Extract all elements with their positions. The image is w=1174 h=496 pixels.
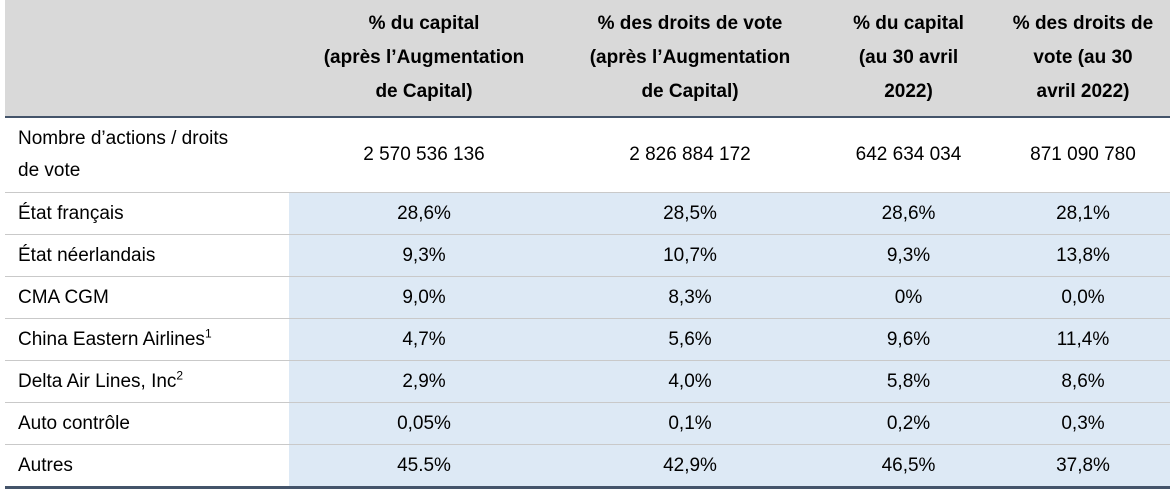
table-cell: 13,8%: [996, 234, 1170, 277]
row-label: État néerlandais: [5, 234, 289, 277]
table-body: Nombre d’actions / droits de vote 2 570 …: [5, 117, 1170, 489]
table-cell: 9,3%: [289, 234, 559, 277]
row-label: China Eastern Airlines1: [5, 318, 289, 361]
row-label-text: Autres: [18, 454, 73, 476]
header-line: vote (au 30: [1033, 47, 1133, 68]
table-cell: 28,6%: [289, 192, 559, 235]
row-label: Autres: [5, 444, 289, 489]
row-label-text: État français: [18, 202, 124, 224]
table-cell: 5,8%: [821, 360, 996, 403]
table-cell: 5,6%: [559, 318, 821, 361]
header-line: % des droits de: [1012, 13, 1154, 34]
header-line: avril 2022): [1036, 81, 1130, 102]
header-votes-after: % des droits de vote (après l’Augmentati…: [559, 0, 821, 118]
header-line: de Capital): [375, 81, 473, 102]
table-cell: 10,7%: [559, 234, 821, 277]
row-label: CMA CGM: [5, 276, 289, 319]
table-cell: 2 826 884 172: [559, 117, 821, 193]
table-cell: 45.5%: [289, 444, 559, 489]
header-line: % des droits de vote: [597, 13, 783, 34]
row-label: Delta Air Lines, Inc2: [5, 360, 289, 403]
row-label-text: CMA CGM: [18, 286, 109, 308]
table-row-shares: Nombre d’actions / droits de vote 2 570 …: [5, 117, 1170, 193]
header-line: (après l’Augmentation: [323, 47, 525, 68]
header-row: % du capital (après l’Augmentation de Ca…: [5, 0, 1170, 118]
row-label-line: de vote: [18, 160, 81, 181]
header-line: (après l’Augmentation: [589, 47, 791, 68]
table-cell: 4,0%: [559, 360, 821, 403]
table-row: Auto contrôle 0,05% 0,1% 0,2% 0,3%: [5, 402, 1170, 445]
table-cell: 642 634 034: [821, 117, 996, 193]
table-cell: 0,0%: [996, 276, 1170, 319]
table-cell: 28,6%: [821, 192, 996, 235]
table-cell: 0%: [821, 276, 996, 319]
table-cell: 9,0%: [289, 276, 559, 319]
table-cell: 9,6%: [821, 318, 996, 361]
table-cell: 4,7%: [289, 318, 559, 361]
row-label-text: État néerlandais: [18, 244, 156, 266]
header-line: de Capital): [641, 81, 739, 102]
header-capital-after: % du capital (après l’Augmentation de Ca…: [289, 0, 559, 118]
row-label: Auto contrôle: [5, 402, 289, 445]
table-cell: 37,8%: [996, 444, 1170, 489]
table-row: État néerlandais 9,3% 10,7% 9,3% 13,8%: [5, 234, 1170, 277]
header-line: % du capital: [368, 13, 480, 34]
header-line: % du capital: [853, 13, 964, 34]
table-cell: 0,2%: [821, 402, 996, 445]
table-cell: 46,5%: [821, 444, 996, 489]
footnote-marker: 1: [204, 326, 212, 341]
table-cell: 0,05%: [289, 402, 559, 445]
table-row: Delta Air Lines, Inc2 2,9% 4,0% 5,8% 8,6…: [5, 360, 1170, 403]
table-cell: 2 570 536 136: [289, 117, 559, 193]
row-label: Nombre d’actions / droits de vote: [5, 117, 289, 193]
table-row: État français 28,6% 28,5% 28,6% 28,1%: [5, 192, 1170, 235]
row-label-text: China Eastern Airlines: [18, 328, 205, 350]
table-cell: 2,9%: [289, 360, 559, 403]
row-label-text: Auto contrôle: [18, 412, 130, 434]
table-row: China Eastern Airlines1 4,7% 5,6% 9,6% 1…: [5, 318, 1170, 361]
table-cell: 0,3%: [996, 402, 1170, 445]
table-cell: 42,9%: [559, 444, 821, 489]
table-cell: 8,6%: [996, 360, 1170, 403]
table-cell: 11,4%: [996, 318, 1170, 361]
header-votes-april: % des droits de vote (au 30 avril 2022): [996, 0, 1170, 118]
row-label-text: Delta Air Lines, Inc: [18, 370, 177, 392]
row-label-line: Nombre d’actions / droits: [18, 128, 229, 149]
table-cell: 28,1%: [996, 192, 1170, 235]
table-header: % du capital (après l’Augmentation de Ca…: [5, 0, 1170, 118]
header-line: (au 30 avril: [858, 47, 959, 68]
table-row: CMA CGM 9,0% 8,3% 0% 0,0%: [5, 276, 1170, 319]
table-cell: 0,1%: [559, 402, 821, 445]
table-cell: 871 090 780: [996, 117, 1170, 193]
table-cell: 28,5%: [559, 192, 821, 235]
row-label: État français: [5, 192, 289, 235]
shareholding-table: % du capital (après l’Augmentation de Ca…: [5, 0, 1170, 489]
table-cell: 9,3%: [821, 234, 996, 277]
header-capital-april: % du capital (au 30 avril 2022): [821, 0, 996, 118]
footnote-marker: 2: [176, 368, 184, 383]
table-row: Autres 45.5% 42,9% 46,5% 37,8%: [5, 444, 1170, 489]
header-line: 2022): [884, 81, 933, 102]
header-corner-cell: [5, 0, 289, 118]
table-cell: 8,3%: [559, 276, 821, 319]
